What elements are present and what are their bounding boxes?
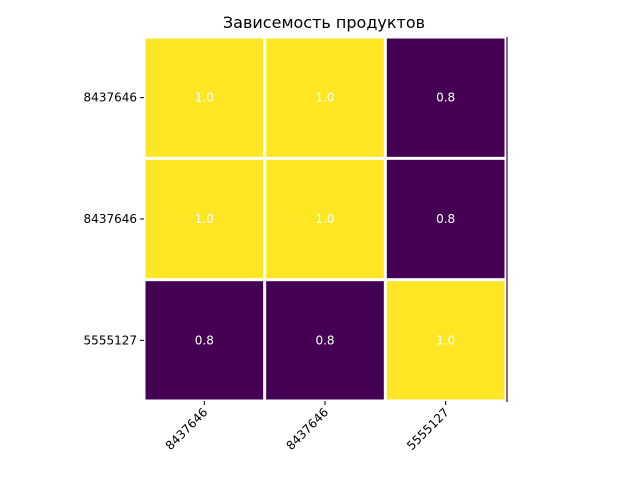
heatmap-cell: [386, 159, 505, 279]
heatmap-cell: [266, 38, 384, 157]
x-tick-label: 5555127: [404, 405, 452, 453]
heatmap-cells: [145, 38, 505, 400]
cell-value-label: 1.0: [315, 212, 334, 226]
chart-title: Зависемость продуктов: [223, 13, 425, 32]
heatmap-cell: [266, 159, 384, 279]
cell-value-label: 1.0: [195, 212, 214, 226]
cell-value-label: 1.0: [195, 91, 214, 105]
heatmap-cell: [145, 281, 264, 400]
y-tick-label: 5555127: [84, 333, 137, 347]
heatmap-cell: [266, 281, 384, 400]
heatmap-cell: [386, 281, 505, 400]
x-axis: 8437646 8437646 5555127: [163, 401, 452, 453]
heatmap-cell: [386, 38, 505, 157]
cell-value-label: 0.8: [195, 333, 214, 347]
cell-value-label: 0.8: [436, 212, 455, 226]
cell-value-label: 0.8: [315, 333, 334, 347]
x-tick-label: 8437646: [283, 405, 331, 453]
cell-value-label: 1.0: [436, 333, 455, 347]
cell-value-label: 1.0: [315, 91, 334, 105]
y-tick-label: 8437646: [84, 212, 137, 226]
cell-value-label: 0.8: [436, 91, 455, 105]
y-axis: 8437646 8437646 5555127: [84, 91, 144, 347]
heatmap-cell: [145, 38, 264, 157]
heatmap-cell: [145, 159, 264, 279]
x-tick-label: 8437646: [163, 405, 211, 453]
y-tick-label: 8437646: [84, 91, 137, 105]
cell-annotations: 1.0 1.0 0.8 1.0 1.0 0.8 0.8 0.8 1.0: [195, 91, 455, 348]
